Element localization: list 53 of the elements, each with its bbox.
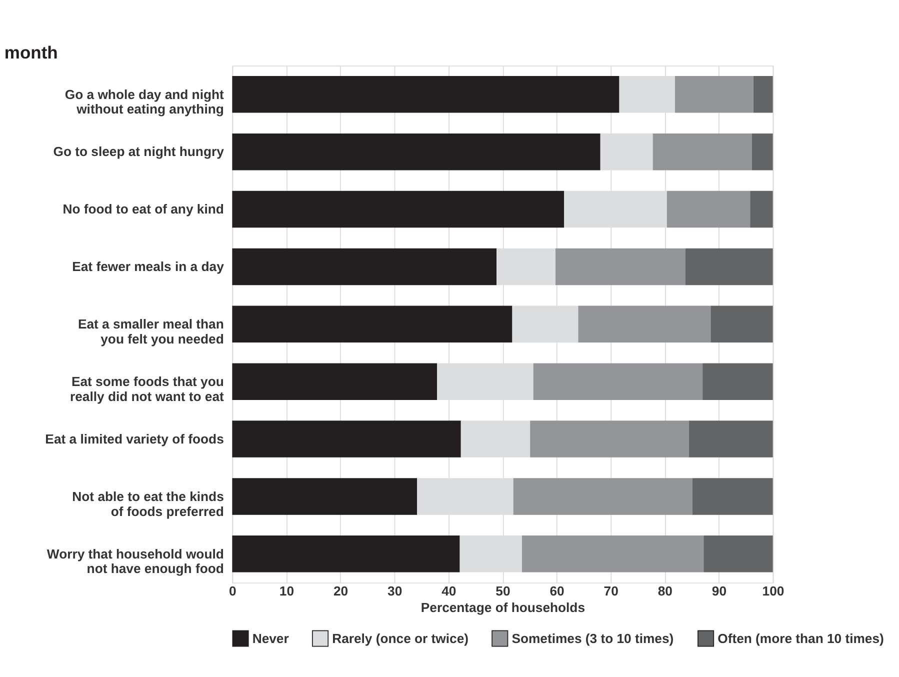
bar xyxy=(232,420,461,458)
x-tick-label: 80 xyxy=(658,583,672,598)
x-tick-label: 40 xyxy=(442,583,456,598)
bar xyxy=(530,420,690,458)
bar xyxy=(232,248,497,286)
bar xyxy=(689,420,773,458)
y-tick-label: Eat a limited variety of foods xyxy=(45,431,224,446)
bar xyxy=(710,306,773,343)
x-tick-label: 90 xyxy=(712,583,727,598)
x-tick-label: 20 xyxy=(333,583,348,598)
bar xyxy=(578,306,711,343)
bar xyxy=(666,190,750,228)
x-tick-label: 70 xyxy=(604,583,618,598)
y-tick-label: Worry that household would not have enough food xyxy=(46,546,224,576)
bar xyxy=(555,248,686,286)
bar xyxy=(232,306,512,343)
legend-label: Rarely (once or twice) xyxy=(332,630,468,646)
x-tick-label: 60 xyxy=(550,583,564,598)
y-tick-label: Eat a smaller meal than you felt you needed xyxy=(78,316,224,346)
bar xyxy=(685,248,773,286)
bar xyxy=(232,536,460,572)
bar xyxy=(753,76,773,113)
bar xyxy=(232,478,418,515)
y-tick-label: Go to sleep at night hungry xyxy=(53,144,225,160)
x-axis-title: Percentage of households xyxy=(420,600,586,615)
x-tick-label: 10 xyxy=(279,583,294,598)
bar xyxy=(674,76,754,113)
bar xyxy=(522,536,704,572)
bar xyxy=(232,133,600,170)
text: month xyxy=(4,42,58,63)
x-tick-label: 50 xyxy=(496,583,510,598)
y-tick-label: No food to eat of any kind xyxy=(62,202,224,217)
y-tick-label: Eat some foods that you really did not want to eat xyxy=(70,374,224,404)
legend-label: Often (more than 10 times) xyxy=(718,630,884,646)
bar xyxy=(232,363,438,400)
bar xyxy=(533,363,703,400)
bar xyxy=(752,133,773,170)
bar xyxy=(692,478,773,515)
bar xyxy=(702,363,773,400)
legend-label: Never xyxy=(252,630,289,646)
bar xyxy=(750,190,773,228)
bar xyxy=(652,133,752,170)
x-tick-label: 30 xyxy=(388,583,402,598)
bar xyxy=(232,190,564,228)
bar xyxy=(704,536,773,572)
x-tick-label: 0 xyxy=(228,583,236,598)
y-tick-label: Go a whole day and night without eating anything xyxy=(64,86,224,117)
bar xyxy=(513,478,692,515)
legend-label: Sometimes (3 to 10 times) xyxy=(512,630,674,646)
bar xyxy=(232,76,620,113)
x-tick-label: 100 xyxy=(762,583,784,598)
y-tick-label: Not able to eat the kinds of foods preferred xyxy=(72,488,224,519)
y-tick-label: Eat fewer meals in a day xyxy=(72,259,225,274)
